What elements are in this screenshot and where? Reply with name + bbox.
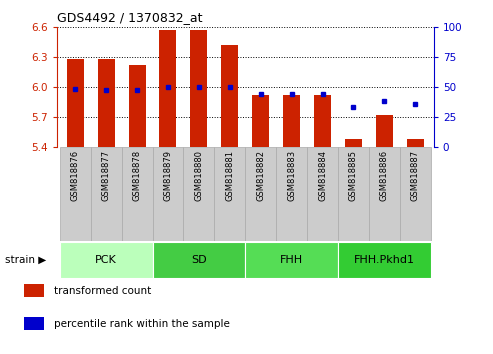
Text: GSM818886: GSM818886 [380,150,389,201]
Bar [152,242,246,278]
Text: GSM818885: GSM818885 [349,150,358,201]
Bar [400,147,431,241]
Bar [214,147,245,241]
Bar [221,45,238,147]
Text: transformed count: transformed count [54,286,151,296]
Bar [183,147,214,241]
Bar [122,147,152,241]
Text: strain ▶: strain ▶ [5,255,46,265]
Text: FHH: FHH [280,255,303,265]
Text: GSM818883: GSM818883 [287,150,296,201]
Text: GSM818876: GSM818876 [70,150,80,201]
Bar [159,29,176,147]
Bar [91,147,122,241]
Bar [25,317,44,330]
Text: GSM818879: GSM818879 [164,150,173,201]
Bar [60,242,152,278]
Bar [129,65,145,147]
Text: GSM818887: GSM818887 [411,150,420,201]
Text: SD: SD [191,255,207,265]
Bar [252,95,269,147]
Text: GSM818880: GSM818880 [194,150,204,201]
Text: GSM818877: GSM818877 [102,150,110,201]
Text: GDS4492 / 1370832_at: GDS4492 / 1370832_at [57,11,202,24]
Bar [245,242,338,278]
Bar [338,242,431,278]
Bar [345,139,362,147]
Text: percentile rank within the sample: percentile rank within the sample [54,319,230,329]
Bar [67,59,84,147]
Text: GSM818882: GSM818882 [256,150,265,201]
Bar [98,59,115,147]
Bar [338,147,369,241]
Bar [283,95,300,147]
Bar [152,147,183,241]
Bar [276,147,307,241]
Bar [190,29,208,147]
Text: FHH.Pkhd1: FHH.Pkhd1 [354,255,415,265]
Bar [314,95,331,147]
Bar [307,147,338,241]
Text: GSM818881: GSM818881 [225,150,234,201]
Bar [376,115,393,147]
Bar [245,147,276,241]
Bar [25,284,44,297]
Text: PCK: PCK [95,255,117,265]
Text: GSM818878: GSM818878 [133,150,141,201]
Bar [60,147,91,241]
Bar [407,139,424,147]
Bar [369,147,400,241]
Text: GSM818884: GSM818884 [318,150,327,201]
